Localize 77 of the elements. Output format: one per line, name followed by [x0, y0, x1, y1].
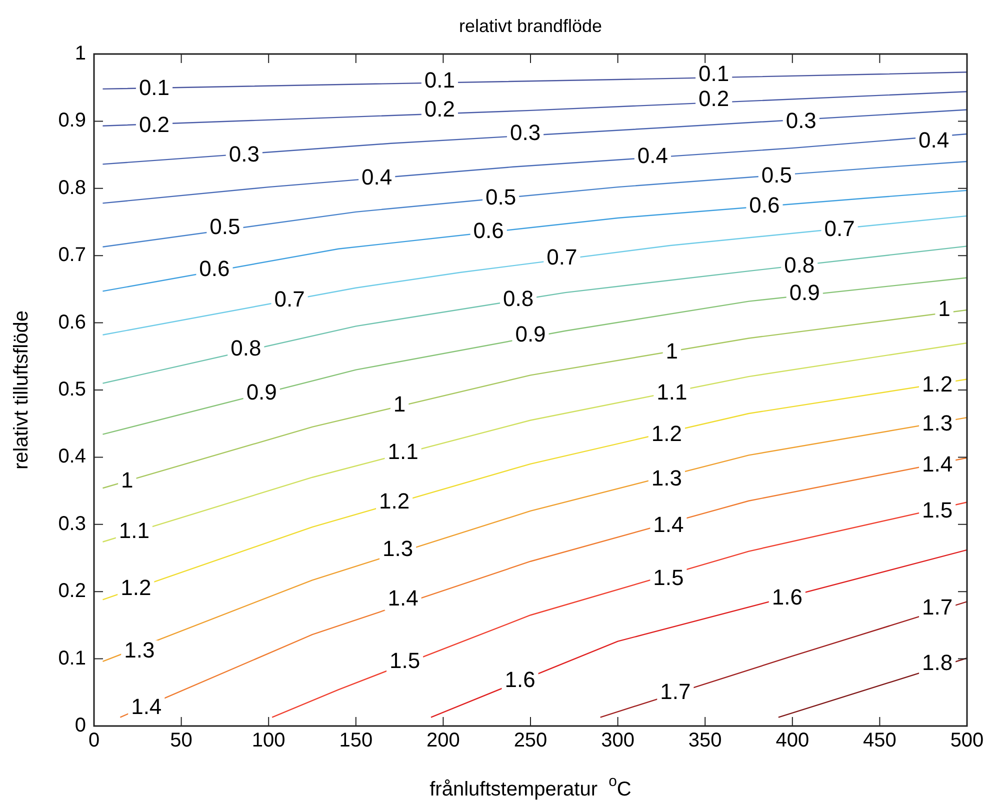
y-tick-label: 0.9: [58, 110, 86, 132]
annotation: 0.2: [138, 112, 170, 137]
annotation: 0.4: [637, 142, 668, 168]
annotation: 0.9: [246, 379, 277, 404]
annotation: 1.7: [660, 679, 691, 704]
annotation: 1.3: [922, 410, 953, 436]
annotation: 1.3: [124, 637, 155, 662]
annotation: 0.8: [502, 286, 534, 312]
x-tick-label: 250: [514, 730, 548, 752]
annotation: 1.6: [772, 584, 802, 610]
annotation: 1.4: [922, 451, 953, 476]
annotation: 0.1: [424, 68, 456, 93]
annotation: 1.5: [922, 498, 953, 523]
annotation: 0.3: [228, 142, 260, 167]
annotation: 1.5: [389, 648, 420, 674]
annotation: 1: [393, 392, 406, 417]
annotation: 1.1: [656, 379, 688, 404]
annotation: 0.7: [824, 216, 855, 242]
annotation: 0.7: [274, 286, 305, 312]
x-tick-label: 350: [688, 730, 722, 752]
annotation: 0.8: [784, 252, 815, 278]
annotation: 1.8: [922, 650, 953, 676]
x-tick-label: 500: [950, 730, 984, 752]
x-tick-label: 50: [170, 730, 192, 752]
x-tick-label: 300: [601, 730, 634, 752]
annotation: 1.2: [120, 574, 152, 600]
annotation: 0.9: [789, 280, 820, 305]
annotation: 0.2: [698, 86, 730, 111]
annotation: 1.1: [118, 518, 150, 543]
chart-title: relativt brandflöde: [458, 16, 602, 36]
y-tick-label: 0.6: [58, 311, 86, 334]
x-tick-label: 100: [252, 730, 286, 752]
annotation: 1.5: [653, 564, 684, 590]
x-tick-label: 400: [776, 730, 810, 752]
annotation: 1.4: [131, 694, 162, 719]
annotation: 1: [938, 296, 950, 322]
annotation: 1.3: [382, 536, 414, 561]
annotation: 1.2: [379, 488, 410, 514]
y-tick-label: 0.4: [58, 446, 86, 468]
annotation: 1.6: [504, 667, 536, 692]
annotation: 1: [666, 338, 678, 364]
annotation: 1.7: [922, 594, 953, 620]
y-tick-label: 0.5: [58, 378, 86, 401]
annotation: 0.4: [362, 164, 392, 190]
y-tick-label: 0.1: [58, 647, 86, 670]
annotation: 0.9: [515, 322, 546, 347]
annotation: 0.5: [761, 162, 792, 188]
annotation: 1.2: [651, 421, 682, 446]
y-tick-label: 0: [74, 714, 86, 737]
y-tick-label: 1: [74, 42, 86, 65]
annotation: 0.6: [473, 218, 504, 244]
annotation: 1.4: [653, 512, 684, 537]
x-tick-label: 200: [426, 730, 460, 752]
y-tick-label: 0.7: [58, 244, 86, 266]
annotation: 0.5: [486, 184, 516, 210]
annotation: 1.1: [388, 439, 418, 464]
annotation: 1.4: [388, 586, 418, 611]
y-tick-label: 0.3: [58, 512, 86, 535]
annotation: 0.8: [230, 336, 262, 361]
x-tick-label: 150: [339, 730, 373, 752]
annotation: 0.4: [918, 127, 950, 152]
annotation: 1: [121, 467, 134, 492]
annotation: 0.3: [510, 120, 541, 146]
annotation: 0.3: [786, 108, 816, 133]
annotation: 0.5: [210, 214, 240, 240]
annotation: 0.1: [698, 60, 730, 86]
y-axis-title: relativt tilluftsflöde: [10, 310, 33, 470]
annotation: 0.6: [749, 192, 780, 218]
y-tick-label: 0.8: [58, 176, 86, 199]
annotation: 0.1: [138, 75, 170, 100]
annotation: 0.7: [546, 244, 578, 270]
annotation: 0.6: [199, 256, 230, 281]
annotation: 1.2: [922, 371, 953, 396]
annotation: 1.3: [651, 465, 682, 490]
x-tick-label: 450: [863, 730, 896, 752]
y-tick-label: 0.2: [58, 580, 86, 602]
annotation: 0.2: [424, 96, 456, 122]
